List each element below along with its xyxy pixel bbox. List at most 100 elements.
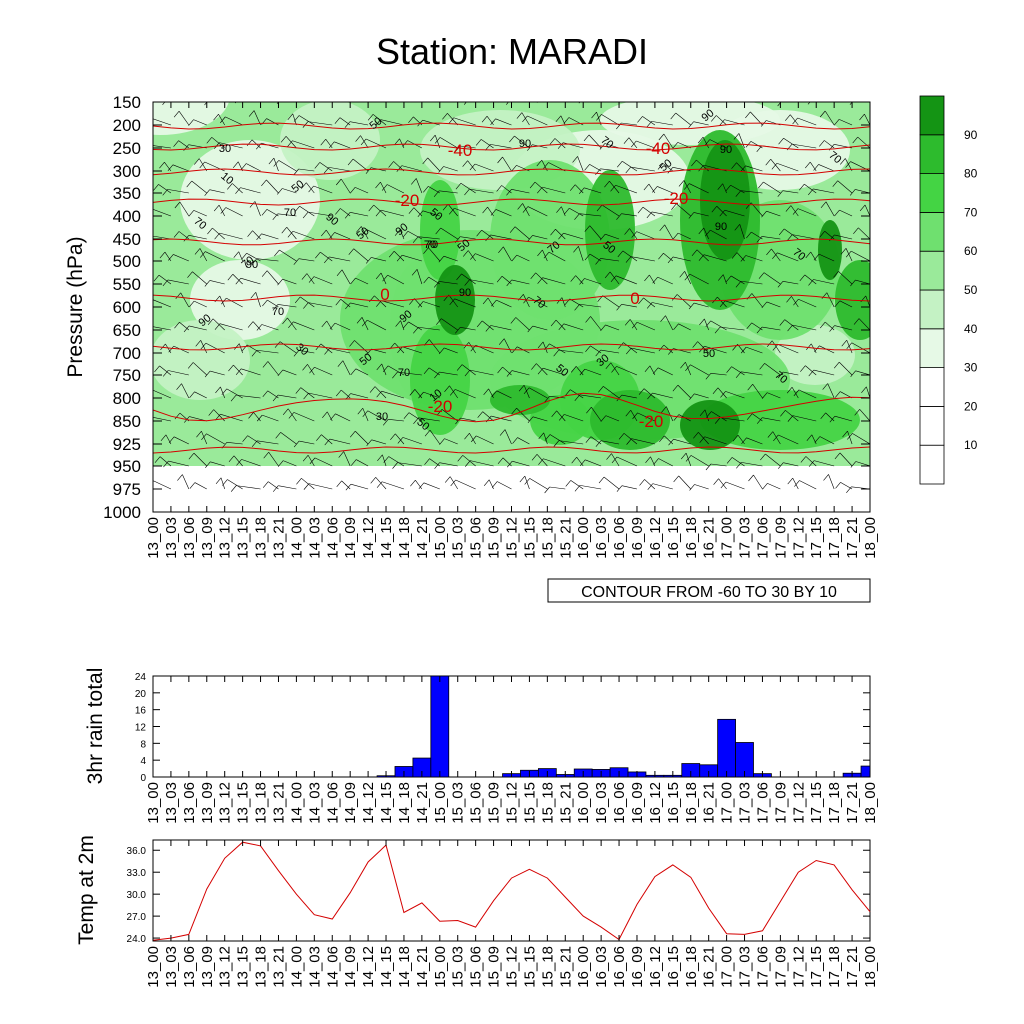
wind-barb	[232, 183, 243, 194]
wind-barb	[439, 190, 458, 194]
wind-barb	[542, 186, 566, 194]
wind-barb-flag	[807, 188, 814, 196]
wind-barb	[779, 102, 781, 103]
wind-barb-flag	[787, 324, 793, 332]
wind-barb-flag	[362, 410, 368, 417]
wind-barb	[724, 209, 745, 217]
wind-barb	[341, 269, 351, 285]
wind-barb-flag	[369, 295, 375, 302]
x-tick-label: 16_03	[593, 517, 610, 559]
wind-barb	[600, 102, 602, 103]
wind-barb	[395, 433, 405, 445]
wind-barb-flag	[611, 456, 618, 464]
wind-barb-flag	[435, 227, 441, 235]
wind-barb-flag	[417, 210, 424, 218]
x-tick-label: 16_21	[701, 517, 718, 559]
colorbar-swatch	[919, 250, 945, 291]
wind-barb	[690, 455, 709, 467]
wind-barb	[268, 452, 279, 467]
wind-barb	[320, 343, 333, 354]
wind-barb	[277, 213, 297, 217]
wind-barb	[418, 236, 440, 240]
wind-barb	[308, 392, 333, 399]
wind-barb-flag	[536, 159, 543, 167]
wind-barb	[474, 163, 494, 172]
wind-barb	[428, 247, 441, 262]
wind-barb	[210, 370, 225, 376]
wind-barb	[704, 318, 709, 331]
x-tick-label: 16_06	[611, 946, 628, 988]
wind-barb	[839, 452, 853, 467]
wind-barb-flag	[436, 318, 442, 325]
wind-barb-flag	[356, 317, 363, 324]
y-tick-label: 20	[135, 689, 147, 700]
wind-barb	[736, 162, 745, 172]
wind-barb-flag	[410, 480, 416, 487]
wind-barb-flag	[491, 390, 497, 398]
wind-barb	[778, 434, 799, 445]
wind-barb	[205, 342, 225, 354]
temp-axis-label: Temp at 2m	[75, 835, 98, 945]
x-tick-label: 15_00	[432, 517, 449, 559]
y-tick-label: 16	[135, 706, 147, 717]
wind-barb	[763, 181, 781, 194]
wind-barb-flag	[228, 455, 235, 463]
y-tick-label: 24.0	[127, 934, 147, 945]
wind-barb	[693, 121, 709, 126]
x-tick-label: 16_15	[665, 517, 682, 559]
wind-barb-flag	[510, 317, 517, 324]
wind-barb	[256, 258, 279, 262]
wind-barb	[226, 442, 243, 445]
y-tick-label: 250	[113, 139, 141, 158]
wind-barb-flag	[688, 212, 695, 219]
y-tick-label: 700	[113, 344, 141, 363]
wind-barb-flag	[282, 317, 288, 325]
wind-barb	[784, 319, 799, 331]
wind-barb	[555, 319, 566, 331]
wind-barb-flag	[549, 138, 556, 145]
wind-barb	[198, 158, 208, 172]
wind-barb-flag	[368, 204, 374, 212]
wind-barb	[279, 341, 297, 354]
wind-barb-flag	[777, 190, 784, 197]
wind-barb-flag	[348, 248, 354, 255]
wind-barb-flag	[234, 343, 240, 350]
wind-barb-flag	[638, 388, 645, 395]
wind-barb-flag	[162, 189, 168, 196]
wind-barb-flag	[746, 413, 753, 420]
wind-barb-flag	[760, 453, 766, 461]
wind-barb	[443, 255, 458, 262]
wind-barb-flag	[618, 433, 625, 440]
wind-barb-flag	[819, 140, 825, 147]
wind-barb-flag	[336, 480, 342, 488]
wind-barb-flag	[756, 236, 763, 243]
wind-barb-flag	[672, 232, 679, 240]
wind-barb	[414, 389, 423, 399]
wind-barb-flag	[142, 145, 147, 151]
wind-barb-flag	[246, 139, 253, 147]
rain-bar	[430, 675, 450, 778]
wind-barb-flag	[570, 275, 576, 282]
humidity-contour-label: 90	[519, 138, 531, 150]
wind-barb	[825, 412, 835, 422]
wind-barb	[693, 302, 709, 308]
wind-barb	[665, 315, 674, 331]
wind-barb-flag	[490, 118, 496, 125]
wind-barb	[282, 278, 297, 285]
wind-barb-flag	[697, 136, 704, 144]
humidity-fill-region	[818, 220, 842, 280]
wind-barb-flag	[423, 247, 429, 254]
wind-barb	[153, 306, 154, 307]
wind-barb	[441, 318, 458, 331]
wind-barb-flag	[758, 181, 764, 189]
wind-barb-flag	[153, 390, 154, 391]
wind-barb	[605, 415, 620, 422]
wind-barb	[819, 436, 835, 445]
wind-barb-flag	[449, 91, 454, 97]
wind-barb-flag	[477, 411, 483, 418]
wind-barb	[813, 188, 835, 194]
wind-barb	[838, 271, 853, 285]
wind-barb	[153, 326, 171, 331]
wind-barb	[282, 369, 297, 376]
wind-barb-flag	[671, 294, 678, 301]
